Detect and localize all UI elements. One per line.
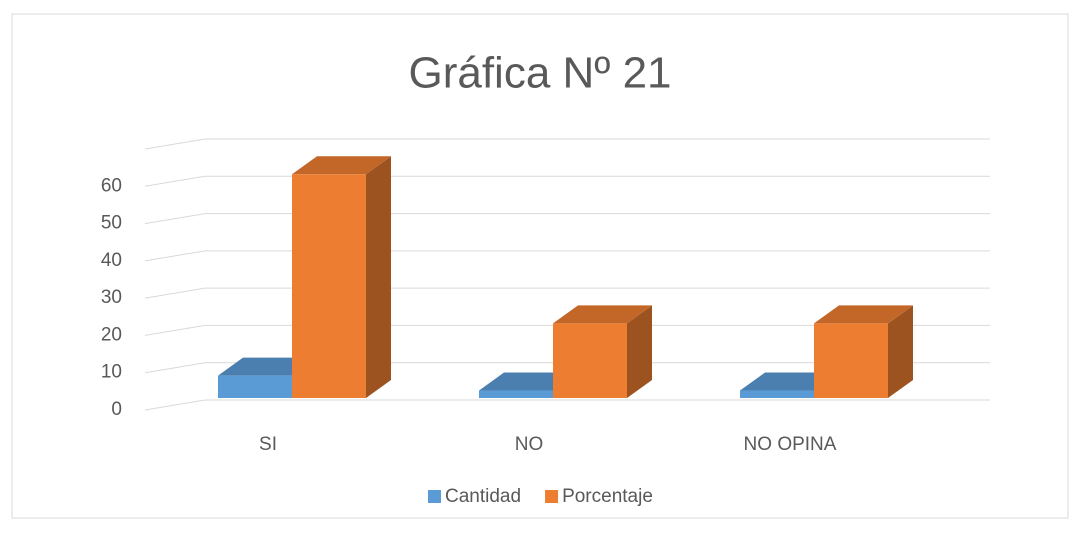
- y-tick-label: 30: [101, 287, 122, 308]
- grid-line: [144, 362, 206, 374]
- legend-swatch: [545, 490, 559, 503]
- grid-line: [144, 213, 206, 225]
- legend-label: Cantidad: [445, 486, 521, 507]
- bar: [218, 375, 292, 398]
- wall-edge: [144, 138, 206, 150]
- bar-top: [553, 305, 652, 324]
- bar-side: [627, 305, 652, 398]
- bar: [292, 174, 366, 398]
- bar-top: [292, 156, 391, 175]
- x-tick-label: NO: [515, 434, 544, 455]
- bar: [553, 323, 627, 398]
- legend-swatch: [428, 490, 441, 503]
- bar: [479, 390, 553, 398]
- grid-line: [144, 287, 206, 299]
- bar: [814, 323, 888, 398]
- grid-line: [144, 324, 206, 336]
- y-tick-label: 10: [101, 362, 122, 383]
- x-tick-label: SI: [259, 434, 277, 455]
- y-tick-label: 0: [111, 399, 122, 420]
- bar: [740, 390, 814, 398]
- bar-top: [814, 305, 913, 324]
- y-tick-label: 40: [101, 250, 122, 271]
- grid-line: [144, 175, 206, 187]
- chart-title: Gráfica Nº 21: [408, 49, 671, 98]
- y-tick-label: 20: [101, 324, 122, 345]
- y-tick-label: 50: [101, 213, 122, 234]
- bar-side: [366, 156, 391, 398]
- grid-line: [144, 250, 206, 262]
- bar-side: [888, 305, 913, 398]
- x-tick-label: NO OPINA: [744, 434, 837, 455]
- chart-border: [11, 13, 1069, 519]
- grid-line: [144, 399, 206, 411]
- y-tick-label: 60: [101, 175, 122, 196]
- legend-label: Porcentaje: [562, 486, 653, 507]
